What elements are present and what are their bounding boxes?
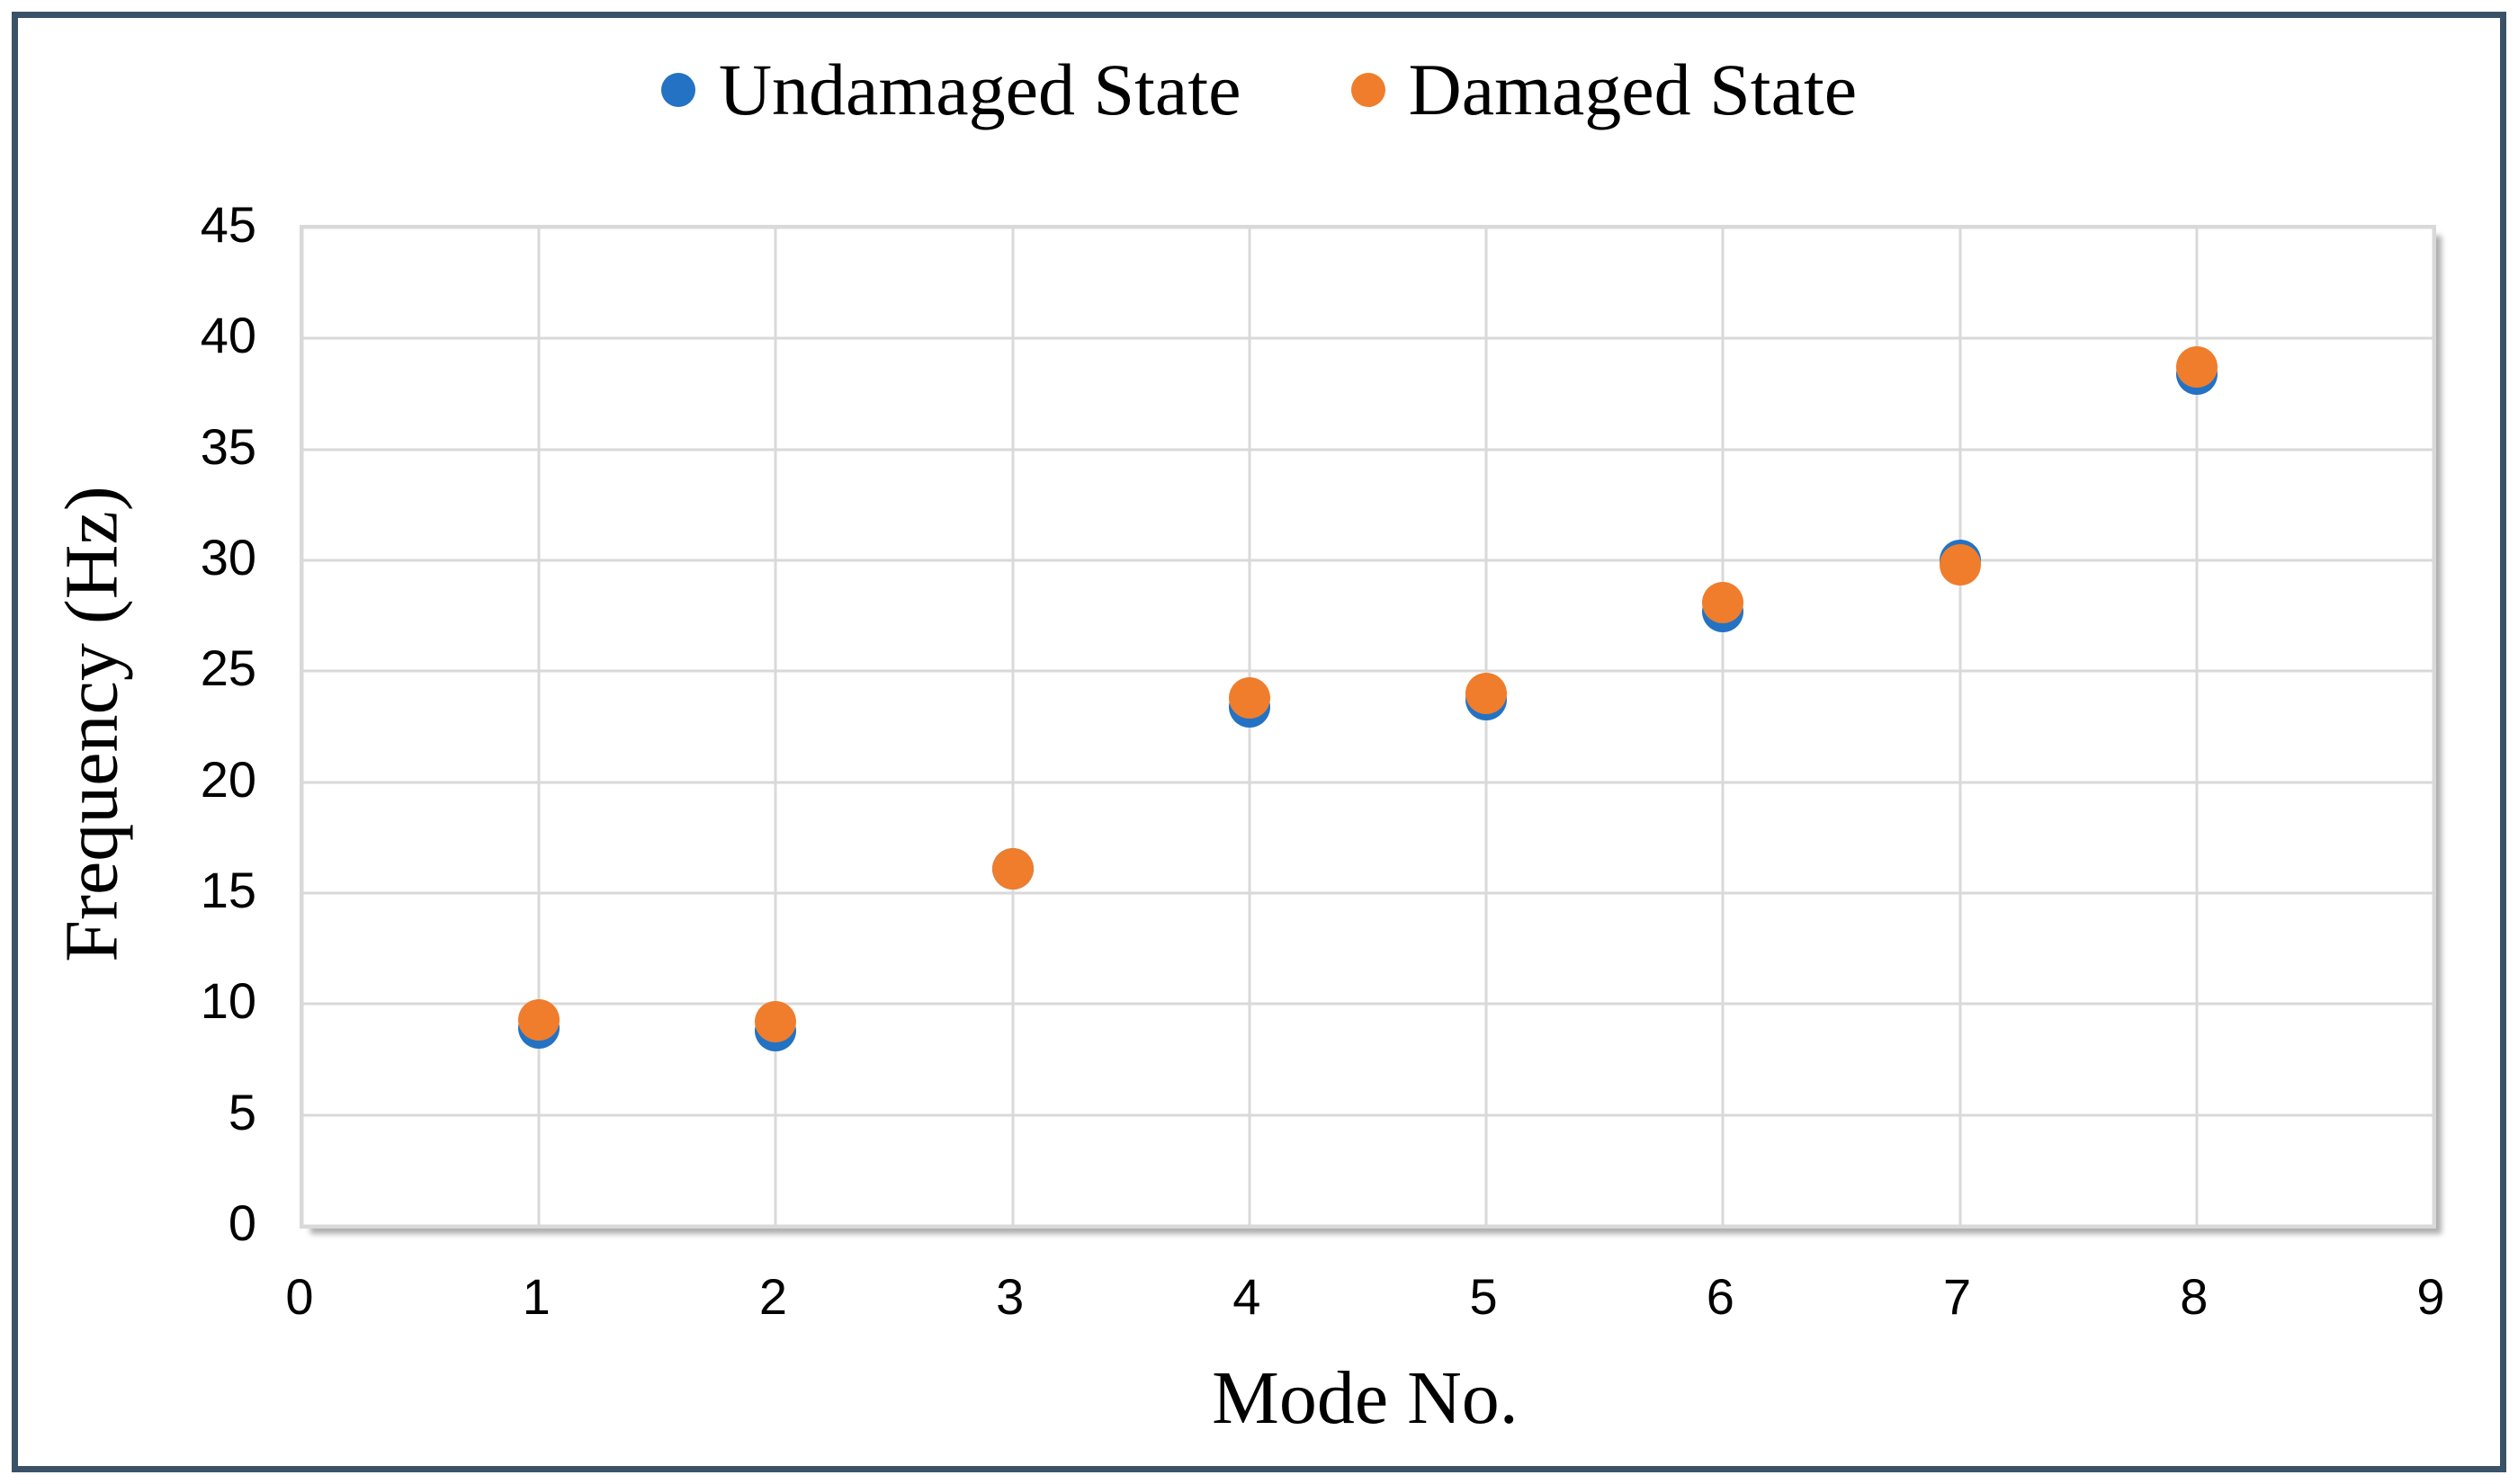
gridline-horizontal <box>302 448 2433 451</box>
y-axis-tick-label: 20 <box>200 750 256 808</box>
plot-area <box>300 225 2436 1229</box>
legend-marker-icon <box>1350 73 1385 107</box>
gridline-vertical <box>2195 228 2199 1226</box>
x-axis-tick-label: 6 <box>1706 1268 1734 1325</box>
x-axis-tick-label: 3 <box>996 1268 1025 1325</box>
legend: Undamaged State Damaged State <box>0 9 2518 171</box>
gridline-horizontal <box>302 781 2433 784</box>
legend-label: Damaged State <box>1408 49 1858 130</box>
gridline-horizontal <box>302 1002 2433 1006</box>
legend-item: Damaged State <box>1350 49 1858 130</box>
data-point-damaged-state <box>1228 676 1270 719</box>
y-axis-tick-label: 30 <box>200 529 256 586</box>
gridline-horizontal <box>302 669 2433 673</box>
gridline-vertical <box>300 228 304 1226</box>
x-axis-tick-label: 4 <box>1232 1268 1261 1325</box>
x-axis-title: Mode No. <box>1212 1356 1519 1440</box>
y-axis-tick-label: 45 <box>200 196 256 253</box>
x-axis-tick-label: 9 <box>2416 1268 2445 1325</box>
y-axis-tick-label: 25 <box>200 639 256 697</box>
y-axis-tick-label: 15 <box>200 862 256 918</box>
data-point-damaged-state <box>1702 581 1744 623</box>
gridline-horizontal <box>302 559 2433 562</box>
data-point-damaged-state <box>518 998 560 1041</box>
gridline-vertical <box>1011 228 1015 1226</box>
gridline-horizontal <box>302 336 2433 340</box>
x-axis-tick-label: 8 <box>2180 1268 2209 1325</box>
gridline-vertical <box>1721 228 1725 1226</box>
gridline-vertical <box>2432 228 2435 1226</box>
x-axis-tick-label: 0 <box>285 1268 314 1325</box>
gridline-vertical <box>537 228 541 1226</box>
gridline-horizontal <box>302 1113 2433 1117</box>
gridline-vertical <box>1958 228 1962 1226</box>
data-point-damaged-state <box>2175 346 2218 389</box>
gridline-vertical <box>774 228 777 1226</box>
x-axis-tick-label: 7 <box>1942 1268 1972 1325</box>
y-axis-tick-label: 35 <box>200 417 256 475</box>
y-axis-tick-labels: 0 5 10 15 20 25 30 35 40 45 <box>0 200 256 1248</box>
y-axis-tick-label: 10 <box>200 972 256 1030</box>
legend-marker-icon <box>660 73 695 107</box>
x-axis-tick-label: 2 <box>758 1268 788 1325</box>
data-point-damaged-state <box>991 847 1034 890</box>
y-axis-tick-label: 0 <box>228 1194 256 1251</box>
x-axis-tick-labels: 0 1 2 3 4 5 6 7 8 9 <box>285 1268 2444 1335</box>
data-point-damaged-state <box>755 1001 797 1043</box>
legend-item: Undamaged State <box>660 49 1241 130</box>
x-axis-tick-label: 5 <box>1469 1268 1498 1325</box>
gridline-horizontal <box>302 891 2433 895</box>
y-axis-tick-label: 40 <box>200 307 256 364</box>
y-axis-tick-label: 5 <box>228 1083 256 1140</box>
x-axis-tick-label: 1 <box>522 1268 551 1325</box>
gridline-vertical <box>1484 228 1488 1226</box>
gridline-horizontal <box>302 1224 2433 1228</box>
legend-label: Undamaged State <box>718 49 1241 130</box>
data-point-damaged-state <box>1939 543 1981 586</box>
gridline-horizontal <box>302 226 2433 229</box>
data-point-damaged-state <box>1465 673 1508 714</box>
